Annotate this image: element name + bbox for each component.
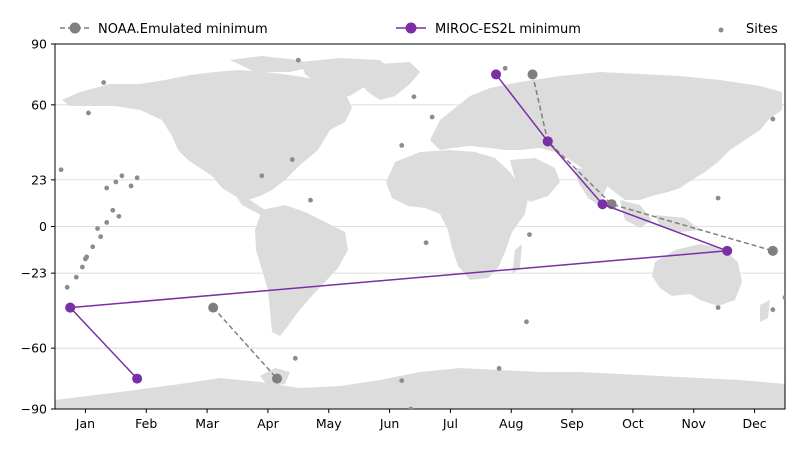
site-point <box>292 355 298 361</box>
x-axis-ticks: Jan Feb Mar Apr May Jun Jul Aug Sep Oct Nov Dec <box>75 409 767 431</box>
x-tick-label: Feb <box>135 416 157 431</box>
site-point <box>496 366 502 371</box>
x-tick-label: Dec <box>742 416 766 431</box>
y-tick-label: −23 <box>21 266 47 281</box>
x-tick-label: Oct <box>622 416 644 431</box>
series-point <box>491 69 502 80</box>
site-point <box>399 378 405 384</box>
y-tick-label: 90 <box>31 37 47 52</box>
series-point <box>132 373 143 384</box>
x-tick-label: Apr <box>257 416 279 431</box>
series-1 <box>65 69 733 384</box>
legend-entry-miroc: MIROC-ES2L minimum <box>396 22 581 37</box>
site-point <box>259 173 265 179</box>
site-point <box>524 319 529 325</box>
y-tick-label: 0 <box>39 219 47 234</box>
y-tick-label: −60 <box>21 341 47 356</box>
continent-map <box>55 56 785 409</box>
y-axis-ticks: 90 60 23 0 −23 −60 −90 <box>21 37 55 417</box>
site-point <box>289 157 295 162</box>
site-point <box>95 226 100 231</box>
site-point <box>423 240 429 246</box>
legend-label-sites: Sites <box>746 22 778 37</box>
site-point <box>58 167 64 173</box>
site-point <box>79 264 85 270</box>
series-point <box>208 302 219 313</box>
series-line <box>212 307 278 380</box>
site-point <box>715 195 721 201</box>
site-point <box>83 256 88 262</box>
site-point <box>116 213 122 219</box>
legend: NOAA.Emulated minimum MIROC-ES2L minimum… <box>60 22 778 37</box>
y-tick-label: 60 <box>31 97 47 112</box>
x-tick-label: Nov <box>682 416 707 431</box>
site-point <box>770 307 776 313</box>
series-point <box>767 245 778 256</box>
y-tick-label: 23 <box>31 172 47 187</box>
site-point <box>119 173 125 179</box>
site-point <box>782 295 785 300</box>
x-tick-label: Jan <box>75 416 95 431</box>
site-point <box>73 274 79 280</box>
legend-label-miroc: MIROC-ES2L minimum <box>435 22 581 37</box>
series-point <box>272 373 283 384</box>
site-point <box>86 110 91 116</box>
site-point <box>411 94 417 100</box>
x-tick-label: Sep <box>560 416 584 431</box>
series-point <box>597 199 608 210</box>
series-line <box>69 307 138 380</box>
site-point <box>104 220 110 225</box>
x-tick-label: Mar <box>195 416 219 431</box>
site-point <box>399 142 405 148</box>
site-point <box>110 207 116 213</box>
site-point <box>715 305 721 311</box>
site-point <box>502 65 508 71</box>
x-tick-label: Aug <box>499 416 523 431</box>
site-point <box>90 244 96 250</box>
site-point <box>101 80 107 85</box>
site-point <box>64 284 70 290</box>
y-tick-label: −90 <box>21 402 47 417</box>
site-point <box>113 179 119 185</box>
x-tick-label: May <box>316 416 342 431</box>
site-markers <box>58 57 785 409</box>
site-point <box>128 183 134 189</box>
site-point <box>408 406 414 409</box>
x-tick-label: Jun <box>379 416 400 431</box>
series-point <box>542 136 553 147</box>
legend-entry-sites: Sites <box>718 22 778 37</box>
series-point <box>722 245 733 256</box>
site-point <box>104 185 110 191</box>
series-lines <box>65 69 778 384</box>
site-point <box>527 232 532 238</box>
site-point <box>98 234 104 240</box>
legend-label-noaa: NOAA.Emulated minimum <box>98 22 268 37</box>
site-point <box>295 57 301 63</box>
site-point <box>429 114 435 120</box>
legend-entry-noaa: NOAA.Emulated minimum <box>60 22 268 37</box>
site-point <box>134 175 140 181</box>
site-point <box>308 197 313 203</box>
x-tick-label: Jul <box>442 416 458 431</box>
series-point <box>527 69 538 80</box>
series-line <box>531 74 774 252</box>
site-point <box>770 116 776 122</box>
series-point <box>65 302 76 313</box>
